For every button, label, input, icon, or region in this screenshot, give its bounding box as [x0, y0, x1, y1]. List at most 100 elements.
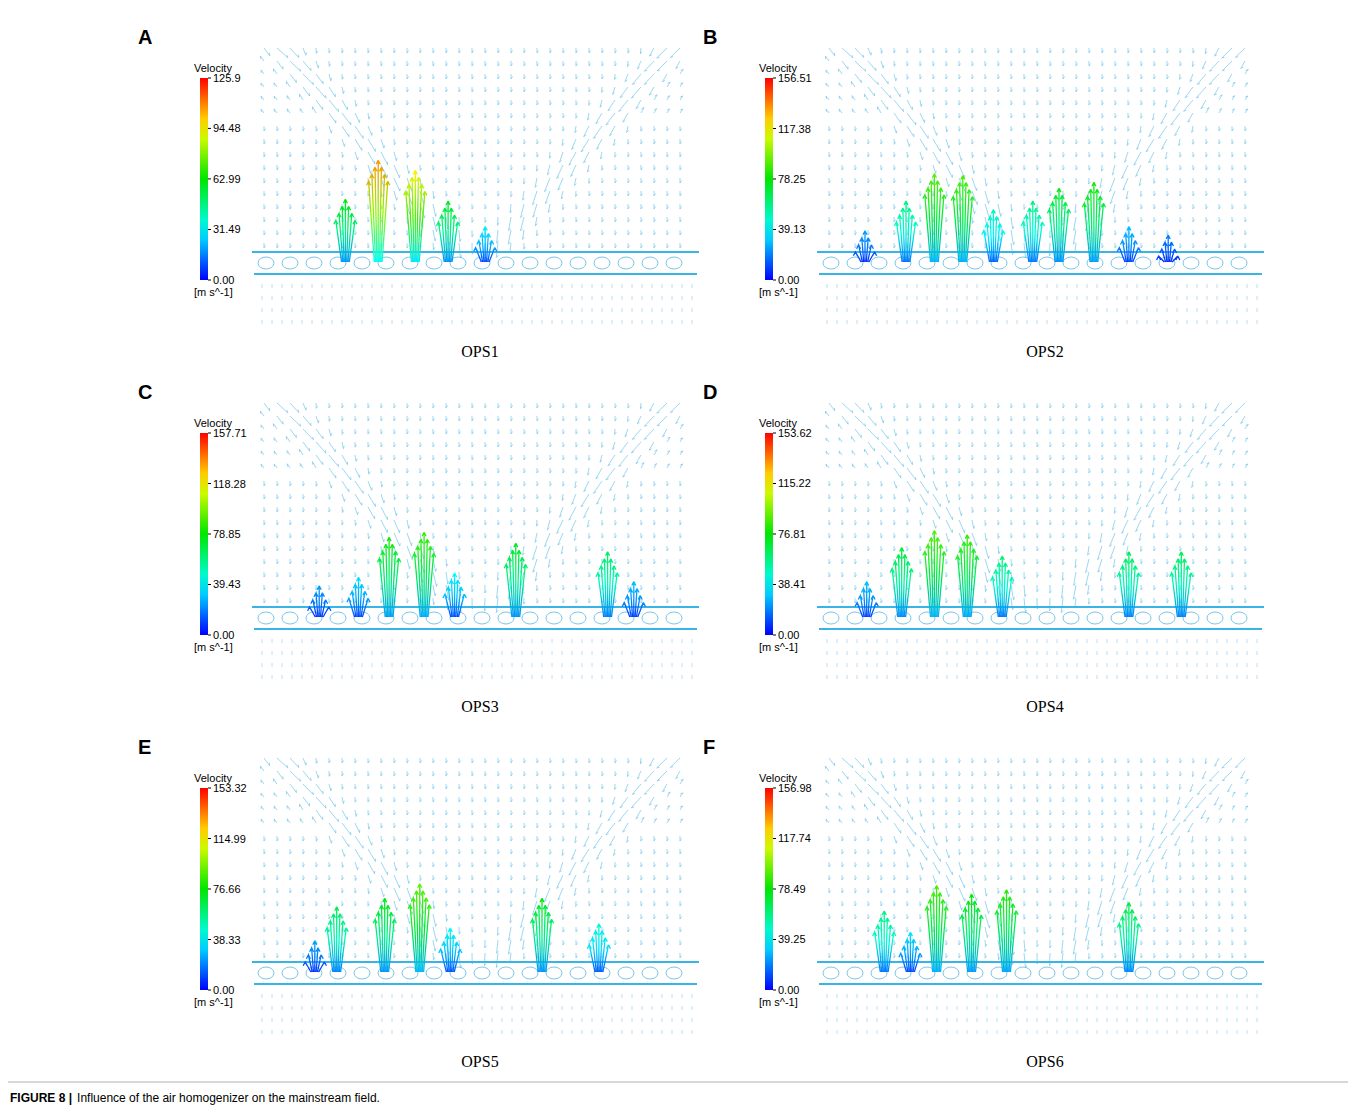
- colorbar-tick-label: 125.9: [213, 72, 241, 84]
- jet: [1047, 188, 1070, 262]
- jet: [923, 174, 946, 262]
- colorbar-tick: [208, 433, 211, 434]
- jet: [855, 582, 878, 618]
- outlet-vector: [827, 639, 1257, 679]
- colorbar-unit: [m s^-1]: [759, 641, 798, 653]
- colorbar: [765, 788, 773, 990]
- jet: [439, 928, 462, 972]
- colorbar-tick-label: 0.00: [213, 984, 234, 996]
- colorbar-tick: [773, 534, 776, 535]
- panel-title: OPS5: [461, 1053, 498, 1070]
- colorbar: [765, 78, 773, 280]
- colorbar-tick: [773, 635, 776, 636]
- colorbar-tick: [773, 584, 776, 585]
- colorbar-tick: [208, 788, 211, 789]
- colorbar-tick: [208, 128, 211, 129]
- background-vectors: [825, 48, 1248, 258]
- jet: [367, 160, 390, 262]
- colorbar-tick: [773, 889, 776, 890]
- jet: [1117, 552, 1140, 617]
- panel-letter: D: [703, 381, 717, 403]
- outlet-vector: [827, 994, 1257, 1034]
- colorbar-unit: [m s^-1]: [759, 996, 798, 1008]
- background-vectors: [260, 48, 683, 258]
- jet: [951, 176, 974, 263]
- background-vectors: [825, 758, 1248, 968]
- homogenizer-plate: [819, 983, 1262, 985]
- jet: [378, 537, 401, 617]
- jet: [1157, 235, 1180, 262]
- panel: EVelocity0.0038.3376.66114.99153.32[m s^…: [138, 736, 699, 1070]
- background-vectors: [260, 758, 683, 968]
- colorbar-tick: [773, 179, 776, 180]
- panel-letter: F: [703, 736, 715, 758]
- jet: [899, 932, 922, 972]
- jet: [325, 907, 348, 972]
- panel-title: OPS4: [1026, 698, 1063, 715]
- colorbar: [200, 788, 208, 990]
- jet: [347, 577, 370, 617]
- jet: [960, 894, 983, 972]
- jets: [308, 532, 646, 617]
- outlet-vector: [262, 639, 692, 679]
- colorbar-tick-label: 0.00: [778, 984, 799, 996]
- colorbar-tick: [208, 78, 211, 79]
- colorbar-tick-label: 38.33: [213, 934, 241, 946]
- homogenizer-plate: [254, 983, 697, 985]
- outlet-vector: [262, 284, 692, 324]
- panel-title: OPS6: [1026, 1053, 1063, 1070]
- jet: [890, 548, 913, 618]
- colorbar-tick-label: 78.85: [213, 528, 241, 540]
- panel: CVelocity0.0039.4378.85118.28157.71[m s^…: [138, 381, 699, 715]
- jet: [1170, 552, 1193, 617]
- jet: [1117, 903, 1140, 973]
- panel-title: OPS3: [461, 698, 498, 715]
- jet: [991, 556, 1014, 617]
- colorbar-tick-label: 114.99: [213, 833, 246, 845]
- colorbar-tick-label: 117.74: [778, 832, 811, 844]
- colorbar-tick: [208, 889, 211, 890]
- jet: [474, 227, 497, 263]
- jets: [334, 160, 497, 262]
- colorbar-tick: [773, 78, 776, 79]
- panel-letter: B: [703, 26, 717, 48]
- panel: BVelocity0.0039.1378.25117.38156.51[m s^…: [703, 26, 1264, 360]
- colorbar-tick-label: 0.00: [213, 629, 234, 641]
- homogenizer-plate: [254, 628, 697, 630]
- colorbar-tick-label: 38.41: [778, 578, 806, 590]
- colorbar-tick-label: 153.32: [213, 782, 247, 794]
- colorbar-tick-label: 62.99: [213, 173, 241, 185]
- colorbar-tick-label: 0.00: [778, 629, 799, 641]
- colorbar-tick-label: 153.62: [778, 427, 812, 439]
- colorbar-tick-label: 0.00: [778, 274, 799, 286]
- jet: [596, 552, 619, 617]
- colorbar-tick-label: 115.22: [778, 477, 811, 489]
- jet: [408, 884, 431, 972]
- colorbar-tick: [208, 229, 211, 230]
- jet: [443, 573, 466, 617]
- colorbar-tick-label: 39.25: [778, 933, 806, 945]
- homogenizer-plate: [254, 273, 697, 275]
- colorbar: [200, 78, 208, 280]
- background-vectors: [825, 403, 1248, 613]
- colorbar-unit: [m s^-1]: [194, 286, 233, 298]
- panel-title: OPS2: [1026, 343, 1063, 360]
- jets: [873, 886, 1141, 973]
- panel-letter: C: [138, 381, 152, 403]
- colorbar-unit: [m s^-1]: [194, 641, 233, 653]
- colorbar-tick: [208, 534, 211, 535]
- homogenizer-plate: [252, 251, 699, 253]
- background-vector: [260, 48, 683, 258]
- colorbar-tick-label: 76.81: [778, 528, 806, 540]
- jet: [413, 532, 436, 617]
- homogenizer-plate: [819, 273, 1262, 275]
- homogenizer-plate: [819, 628, 1262, 630]
- colorbar-unit: [m s^-1]: [194, 996, 233, 1008]
- panel-letter: A: [138, 26, 152, 48]
- colorbar-tick: [773, 433, 776, 434]
- jet: [308, 586, 331, 617]
- jet: [923, 531, 946, 618]
- background-vector: [825, 758, 1248, 968]
- colorbar-tick-label: 78.25: [778, 173, 806, 185]
- colorbar-tick-label: 0.00: [213, 274, 234, 286]
